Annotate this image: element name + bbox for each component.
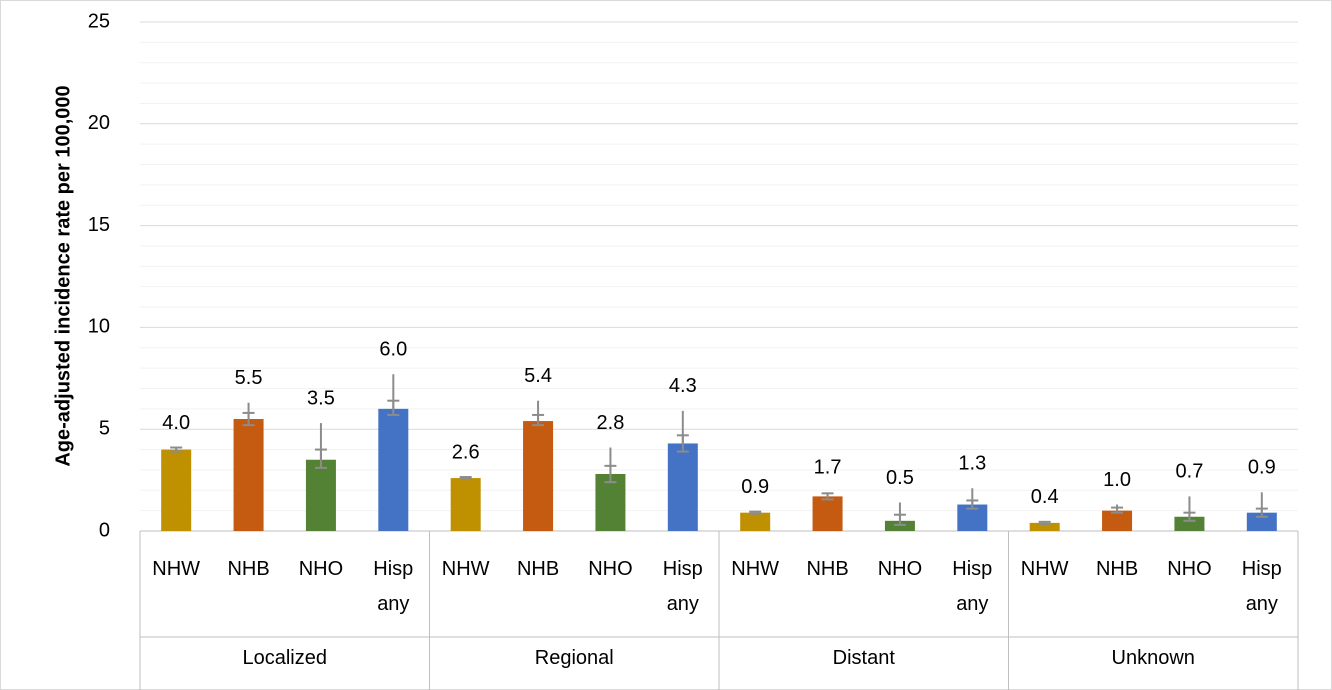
data-label: 2.6 — [452, 441, 480, 463]
x-tick-label: Hisp any — [952, 558, 993, 615]
data-label: 3.5 — [307, 387, 335, 409]
bar — [595, 473, 626, 531]
bar — [523, 421, 554, 531]
x-tick-label: NHW — [731, 558, 780, 580]
data-label: 5.4 — [524, 365, 552, 387]
data-label: 5.5 — [235, 367, 263, 389]
data-label: 1.7 — [814, 457, 842, 479]
group-label: Localized — [242, 647, 327, 669]
x-tick-label: NHW — [1020, 558, 1069, 580]
bar — [740, 512, 771, 531]
data-label: 0.9 — [741, 476, 769, 498]
x-tick-label: NHO — [1167, 558, 1212, 580]
data-label: 6.0 — [379, 339, 407, 361]
x-tick-label: NHW — [152, 558, 201, 580]
data-label: 0.4 — [1031, 486, 1059, 508]
x-tick-label: NHO — [298, 558, 344, 580]
group-label: Unknown — [1111, 647, 1195, 669]
data-label: 1.3 — [958, 453, 986, 475]
data-label: 0.9 — [1248, 457, 1276, 479]
x-tick-label: NHB — [227, 558, 270, 580]
x-tick-label: NHO — [588, 558, 633, 580]
data-label: 0.5 — [886, 467, 914, 489]
x-tick-label: NHB — [516, 558, 560, 580]
y-tick-label: 10 — [88, 316, 110, 338]
x-tick-label: Hisp any — [1241, 558, 1282, 615]
x-tick-label: NHW — [441, 558, 490, 580]
data-label: 2.8 — [597, 412, 625, 434]
y-tick-label: 25 — [88, 10, 110, 32]
x-tick-label: Hisp any — [662, 558, 703, 615]
data-label: 4.3 — [669, 375, 697, 397]
bar — [233, 419, 264, 531]
bar — [305, 459, 336, 531]
bar — [1246, 512, 1277, 531]
bar — [378, 408, 409, 531]
y-axis-title: Age-adjusted incidence rate per 100,000 — [52, 85, 74, 466]
y-tick-label: 20 — [88, 112, 110, 134]
y-tick-label: 5 — [99, 417, 110, 439]
bar — [884, 520, 915, 531]
y-tick-label: 0 — [99, 519, 110, 541]
bar — [450, 478, 481, 531]
bar — [161, 449, 192, 531]
group-label: Regional — [534, 647, 614, 669]
y-tick-label: 15 — [88, 214, 110, 236]
data-label: 1.0 — [1103, 469, 1131, 491]
x-tick-label: NHB — [1095, 558, 1139, 580]
bar — [1174, 516, 1205, 531]
x-tick-label: Hisp any — [373, 558, 414, 615]
data-label: 4.0 — [162, 412, 190, 434]
bar — [667, 443, 698, 531]
bar — [1102, 510, 1133, 531]
x-tick-label: NHO — [877, 558, 923, 580]
x-tick-label: NHB — [806, 558, 849, 580]
bar — [812, 496, 843, 531]
bar — [1029, 522, 1060, 531]
group-label: Distant — [832, 647, 895, 669]
data-label: 0.7 — [1176, 461, 1204, 483]
